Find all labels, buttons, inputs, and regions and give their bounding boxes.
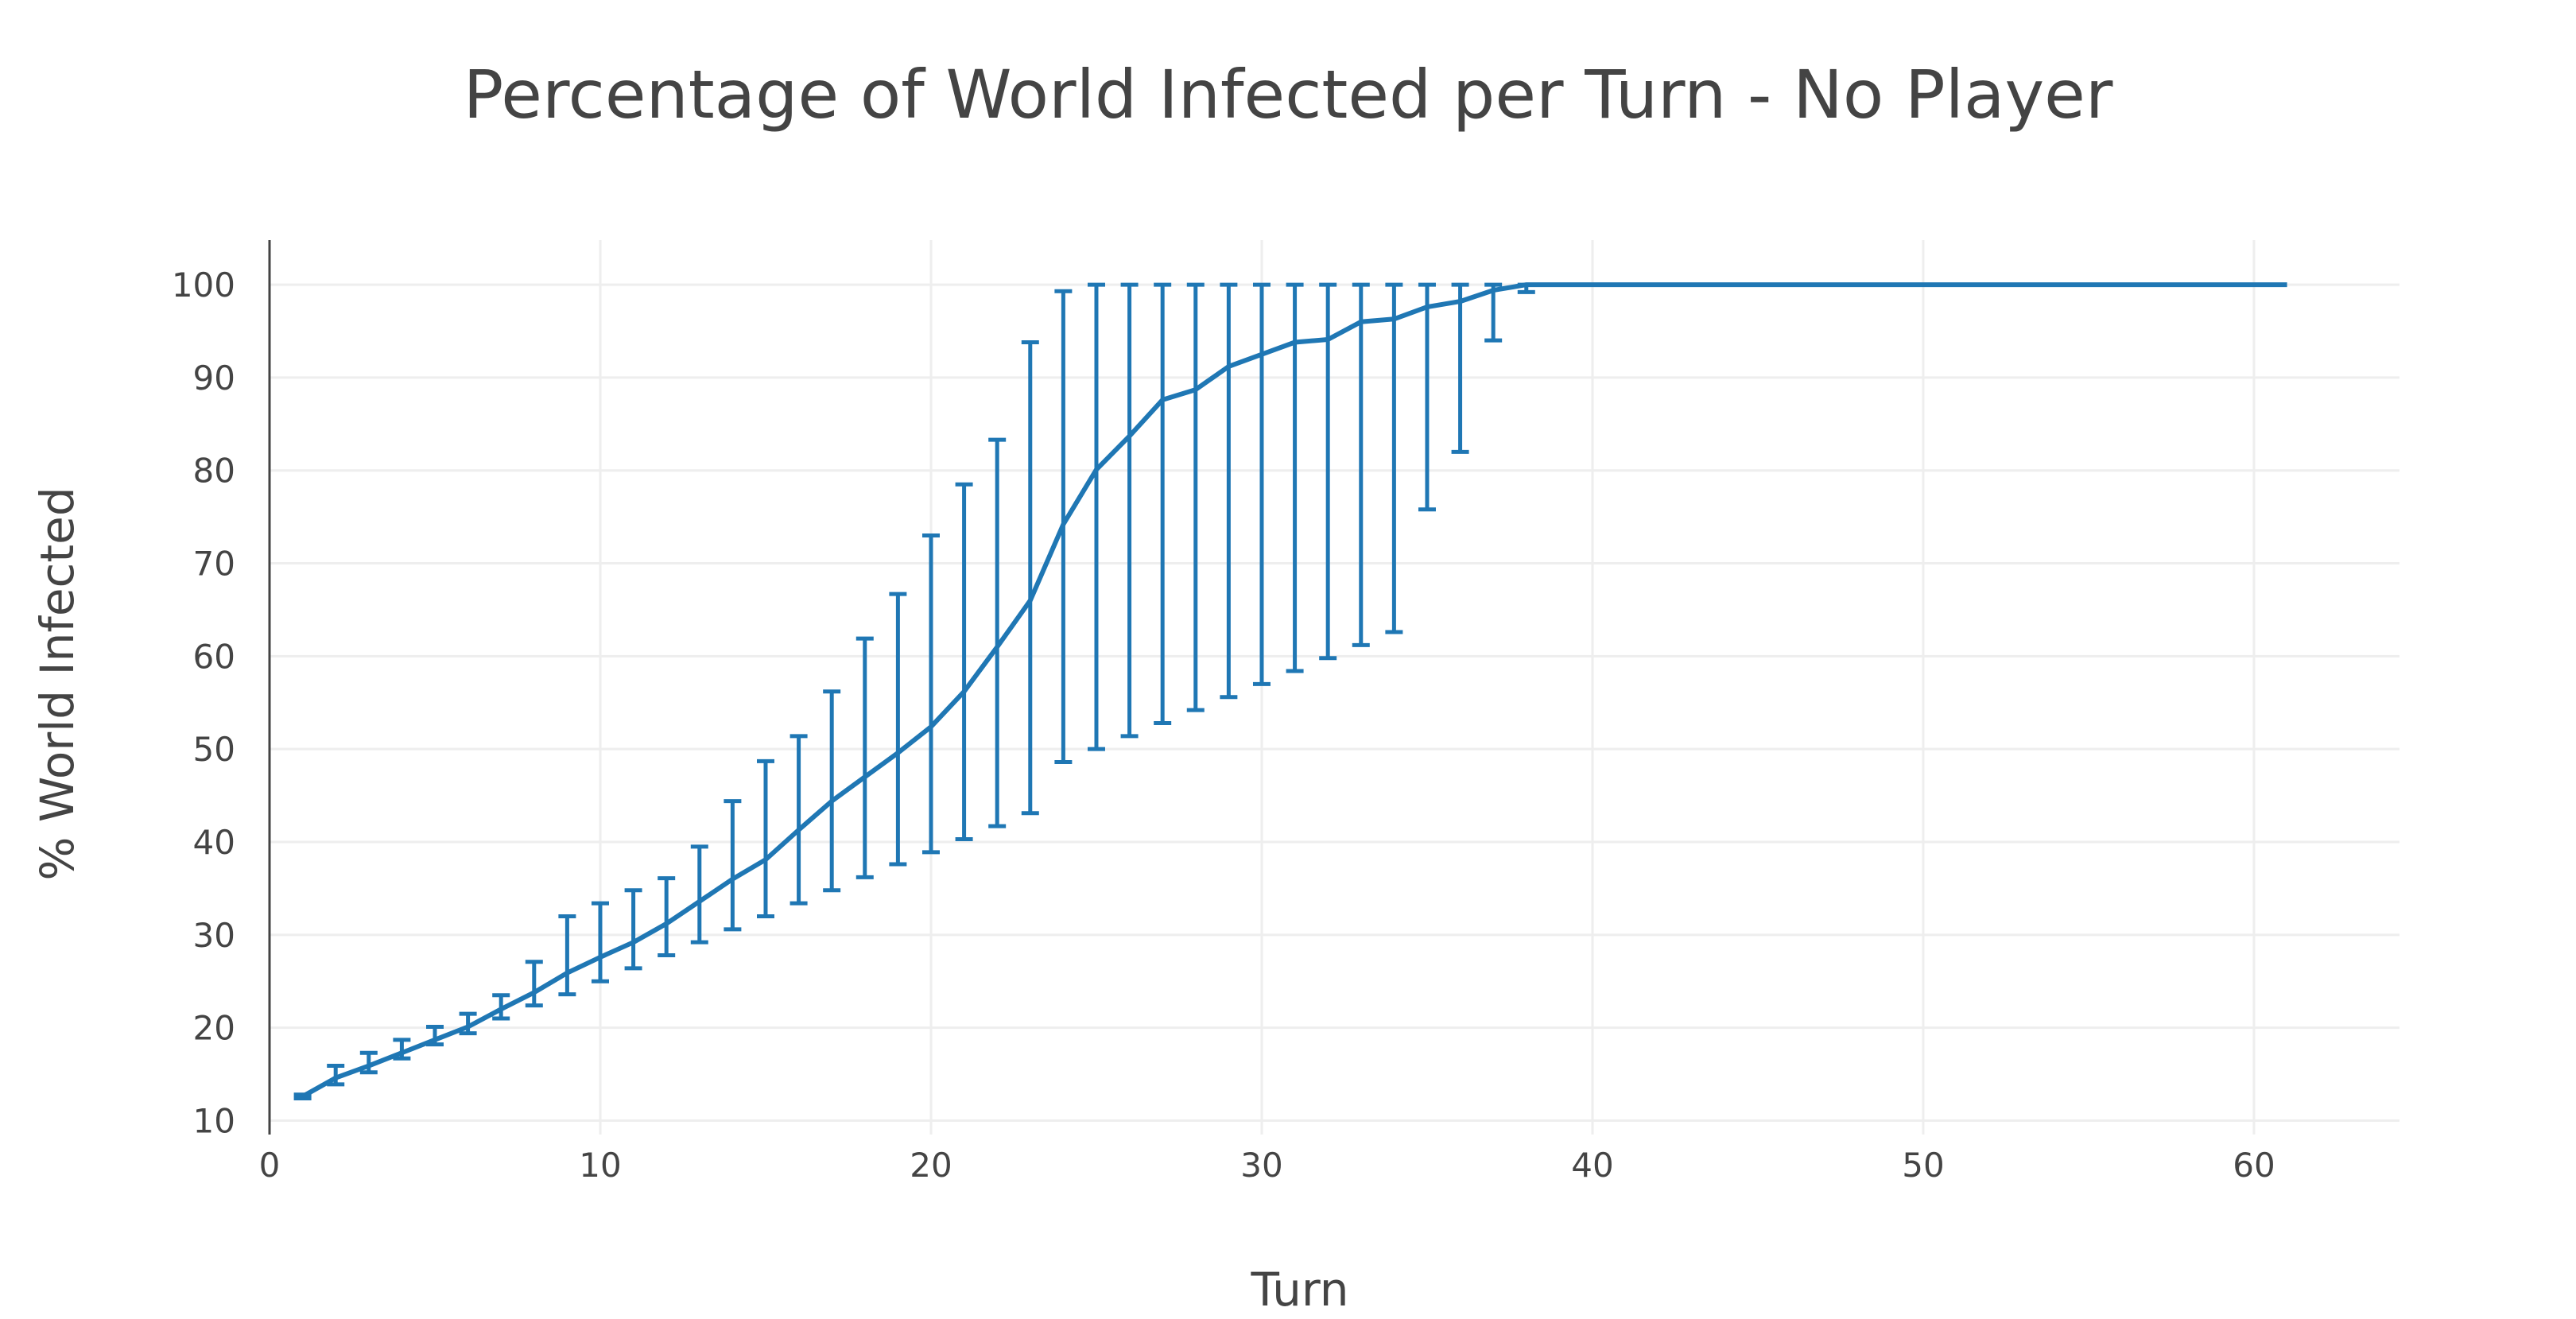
- error-bar: [1286, 282, 1304, 673]
- error-bar: [724, 799, 742, 932]
- x-tick-label: 30: [1240, 1146, 1282, 1185]
- x-tick-label: 40: [1571, 1146, 1613, 1185]
- x-tick-label: 50: [1902, 1146, 1944, 1185]
- error-bar: [955, 482, 973, 842]
- error-bar: [756, 758, 774, 918]
- x-tick-label: 60: [2233, 1146, 2275, 1185]
- error-bar: [823, 689, 841, 893]
- error-bar: [1451, 282, 1469, 454]
- grid: [270, 240, 2399, 1135]
- error-bar: [1319, 282, 1337, 661]
- error-bar: [459, 1011, 477, 1036]
- error-bar: [591, 901, 609, 983]
- error-bar: [690, 844, 708, 945]
- error-bar: [1087, 282, 1105, 751]
- error-bars: [293, 282, 1535, 1100]
- y-tick-label: 30: [193, 916, 235, 955]
- error-bar: [1186, 282, 1205, 712]
- x-tick-label: 20: [910, 1146, 952, 1185]
- y-axis-ticks: 10 20 30 40 50 60 70 80 90 100: [172, 266, 235, 1140]
- y-tick-label: 20: [193, 1009, 235, 1048]
- error-bar: [1120, 282, 1139, 739]
- error-bar: [1021, 340, 1039, 816]
- error-bar: [558, 914, 576, 997]
- x-tick-label: 0: [259, 1146, 281, 1185]
- error-bar: [1484, 282, 1503, 343]
- x-axis-ticks: 0 10 20 30 40 50 60: [259, 1146, 2275, 1185]
- error-bar: [921, 533, 940, 855]
- error-bar: [359, 1050, 378, 1075]
- error-bar: [1252, 282, 1271, 686]
- y-tick-label: 90: [193, 359, 235, 398]
- error-bar: [855, 636, 874, 879]
- y-axis-title: % World Infected: [30, 487, 84, 880]
- x-tick-label: 10: [579, 1146, 621, 1185]
- chart-title: Percentage of World Infected per Turn - …: [464, 56, 2113, 134]
- error-bar: [988, 437, 1007, 828]
- error-bar: [658, 876, 676, 958]
- y-tick-label: 50: [193, 730, 235, 769]
- y-tick-label: 40: [193, 823, 235, 862]
- error-bar: [789, 734, 808, 906]
- error-bar: [624, 888, 642, 971]
- y-tick-label: 70: [193, 545, 235, 584]
- error-bar: [1154, 282, 1172, 725]
- y-tick-label: 100: [172, 266, 235, 305]
- error-bar: [1385, 282, 1403, 634]
- error-bar: [1418, 282, 1436, 512]
- error-bar: [1220, 282, 1238, 700]
- y-tick-label: 60: [193, 637, 235, 676]
- error-bar: [1352, 282, 1370, 647]
- series-line: [301, 282, 2287, 1099]
- error-bar: [525, 960, 543, 1008]
- error-bar: [889, 592, 907, 867]
- y-tick-label: 10: [193, 1101, 235, 1140]
- x-axis-title: Turn: [1251, 1263, 1349, 1317]
- error-bar: [327, 1064, 345, 1087]
- y-tick-label: 80: [193, 452, 235, 491]
